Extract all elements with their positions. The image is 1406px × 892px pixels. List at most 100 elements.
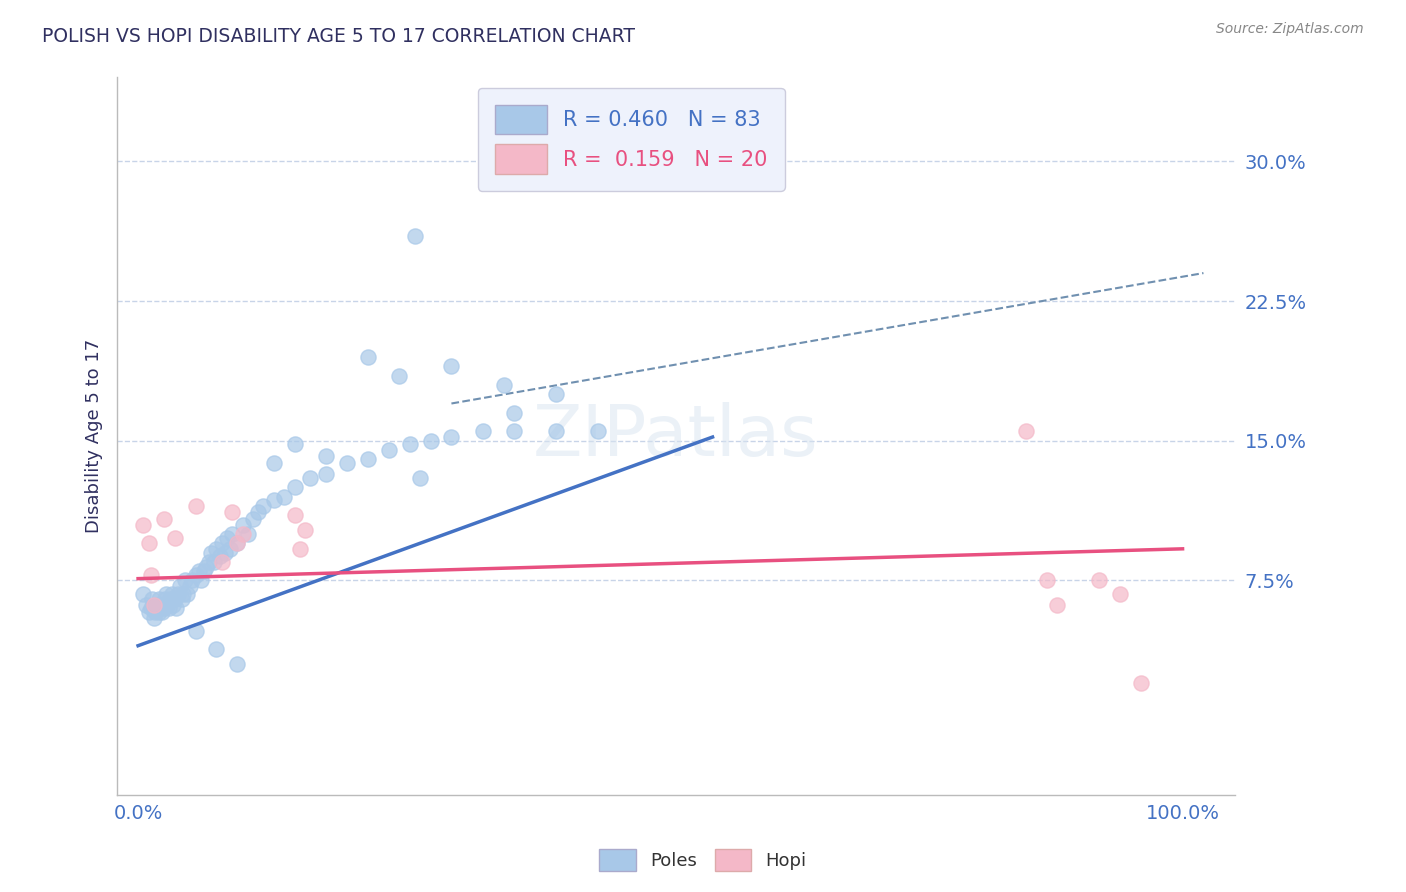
Point [471,425,494,439]
Point [153,601,176,615]
Point [187,564,209,578]
Text: POLISH VS HOPI DISABILITY AGE 5 TO 17 CORRELATION CHART: POLISH VS HOPI DISABILITY AGE 5 TO 17 CO… [42,27,636,45]
Point [211,536,233,550]
Point [190,574,212,588]
Point [163,531,186,545]
Point [214,545,236,559]
Point [202,555,225,569]
Point [404,228,426,243]
Point [174,574,197,588]
Point [170,592,193,607]
Point [288,541,311,556]
Point [169,579,191,593]
Point [160,586,183,600]
Point [398,437,420,451]
Point [1088,574,1111,588]
Point [492,377,515,392]
Point [226,657,249,672]
Point [252,499,274,513]
Point [440,430,463,444]
Point [247,504,270,518]
Point [184,499,207,513]
Point [544,387,567,401]
Point [315,449,337,463]
Point [181,574,204,588]
Point [236,527,259,541]
Point [1046,598,1069,612]
Point [159,592,181,607]
Point [544,425,567,439]
Point [1015,425,1038,439]
Point [215,531,238,545]
Point [139,568,162,582]
Point [273,490,295,504]
Point [138,536,160,550]
Point [263,456,285,470]
Point [409,471,432,485]
Point [263,493,285,508]
Point [388,368,411,383]
Point [148,592,170,607]
Point [226,536,249,550]
Point [299,471,322,485]
Point [155,586,177,600]
Point [231,527,253,541]
Point [184,568,207,582]
Point [198,555,221,569]
Point [135,598,157,612]
Point [503,406,526,420]
Point [200,545,222,559]
Point [219,541,242,556]
Point [208,549,231,564]
Point [141,592,163,607]
Point [142,601,165,615]
Legend: R = 0.460   N = 83, R =  0.159   N = 20: R = 0.460 N = 83, R = 0.159 N = 20 [478,87,785,191]
Point [503,425,526,439]
Y-axis label: Disability Age 5 to 17: Disability Age 5 to 17 [86,339,103,533]
Point [419,434,441,448]
Point [150,605,173,619]
Point [231,517,253,532]
Point [143,605,166,619]
Point [440,359,463,374]
Point [1036,574,1059,588]
Point [172,586,194,600]
Point [156,598,179,612]
Point [211,555,233,569]
Text: Source: ZipAtlas.com: Source: ZipAtlas.com [1216,22,1364,37]
Point [284,480,307,494]
Point [132,586,155,600]
Legend: Poles, Hopi: Poles, Hopi [592,842,814,879]
Point [586,425,609,439]
Point [165,601,187,615]
Point [336,456,359,470]
Point [139,601,162,615]
Point [294,523,316,537]
Point [153,512,176,526]
Point [179,579,201,593]
Point [142,598,165,612]
Point [205,642,228,657]
Point [194,560,217,574]
Point [155,592,177,607]
Point [184,624,207,638]
Point [357,350,380,364]
Point [315,467,337,482]
Point [205,541,228,556]
Point [149,601,172,615]
Point [142,611,165,625]
Point [193,564,215,578]
Point [166,586,188,600]
Text: ZIPatlas: ZIPatlas [533,401,818,471]
Point [152,598,174,612]
Point [357,452,380,467]
Point [221,504,243,518]
Point [284,437,307,451]
Point [242,512,264,526]
Point [221,527,243,541]
Point [138,605,160,619]
Point [132,517,155,532]
Point [284,508,307,523]
Point [145,598,167,612]
Point [146,601,169,615]
